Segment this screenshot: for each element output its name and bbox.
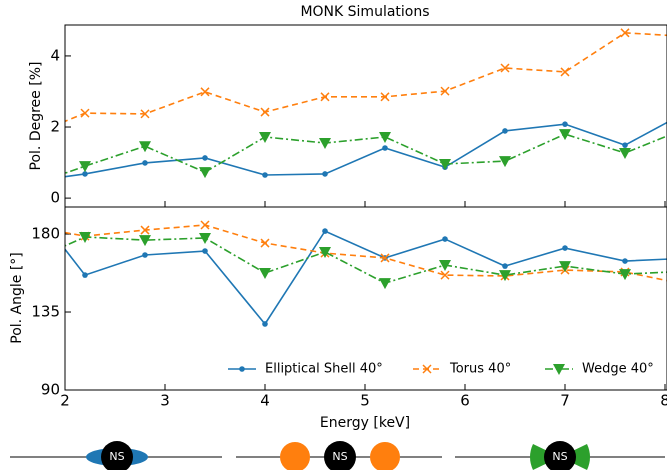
marker [499, 156, 511, 167]
marker [379, 278, 391, 289]
marker [21, 221, 29, 229]
y-axis-label: Pol. Angle [°] [9, 252, 25, 344]
plot-area [19, 29, 667, 194]
figure: MONK Simulations Pol. Degree [%] Pol. An… [0, 0, 667, 470]
marker [201, 88, 209, 96]
legend-label: Elliptical Shell 40° [265, 362, 383, 377]
marker [322, 228, 328, 234]
marker [322, 171, 328, 177]
marker [319, 138, 331, 149]
legend: Elliptical Shell 40° Torus 40° Wedge 40° [228, 362, 654, 377]
series-line [25, 198, 667, 324]
chart-title: MONK Simulations [300, 4, 429, 20]
marker [259, 268, 271, 279]
marker [622, 258, 628, 264]
marker [142, 252, 148, 258]
legend-label: Torus 40° [449, 362, 511, 377]
x-tick-label: 6 [460, 392, 470, 410]
marker [562, 121, 568, 127]
marker [262, 172, 268, 178]
ns-label: NS [552, 450, 567, 463]
marker [622, 142, 628, 148]
marker [81, 109, 89, 117]
schematic: NS [455, 441, 665, 470]
marker [82, 272, 88, 278]
series-line [25, 225, 667, 284]
x-tick-label: 8 [660, 392, 667, 410]
x-tick-label: 2 [60, 392, 70, 410]
x-tick-label: 7 [560, 392, 570, 410]
schematic: NS [236, 441, 442, 470]
y-tick-label: 0 [50, 189, 60, 207]
marker [142, 160, 148, 166]
legend-marker [239, 366, 245, 372]
marker [562, 245, 568, 251]
marker [202, 248, 208, 254]
series-line [25, 113, 667, 182]
series-line [25, 129, 667, 188]
marker [619, 148, 631, 159]
marker [79, 161, 91, 172]
marker [259, 132, 271, 143]
y-tick-label: 4 [50, 46, 60, 64]
marker [22, 195, 28, 201]
marker [262, 321, 268, 327]
ns-label: NS [332, 450, 347, 463]
marker [379, 132, 391, 143]
y-axis-label: Pol. Degree [%] [28, 62, 44, 171]
series-line [25, 33, 667, 138]
y-tick-label: 180 [31, 225, 60, 243]
y-tick-label: 2 [50, 118, 60, 136]
marker [442, 236, 448, 242]
marker [19, 182, 31, 193]
series-line [25, 237, 667, 283]
x-axis-label: Energy [keV] [320, 415, 410, 431]
legend-label: Wedge 40° [582, 362, 654, 377]
marker [382, 145, 388, 151]
marker [261, 239, 269, 247]
marker [199, 167, 211, 178]
marker [502, 128, 508, 134]
x-tick-label: 3 [160, 392, 170, 410]
marker [139, 141, 151, 152]
schematic: NS [10, 441, 222, 470]
x-tick-label: 4 [260, 392, 270, 410]
marker [502, 263, 508, 269]
ns-label: NS [109, 450, 124, 463]
y-tick-label: 90 [41, 381, 60, 399]
plot-area [19, 195, 667, 327]
legend-symbol [239, 366, 245, 372]
x-tick-label: 5 [360, 392, 370, 410]
marker [201, 221, 209, 229]
marker [22, 179, 28, 185]
plot-frame [65, 25, 667, 207]
marker [202, 155, 208, 161]
y-tick-label: 135 [31, 303, 60, 321]
